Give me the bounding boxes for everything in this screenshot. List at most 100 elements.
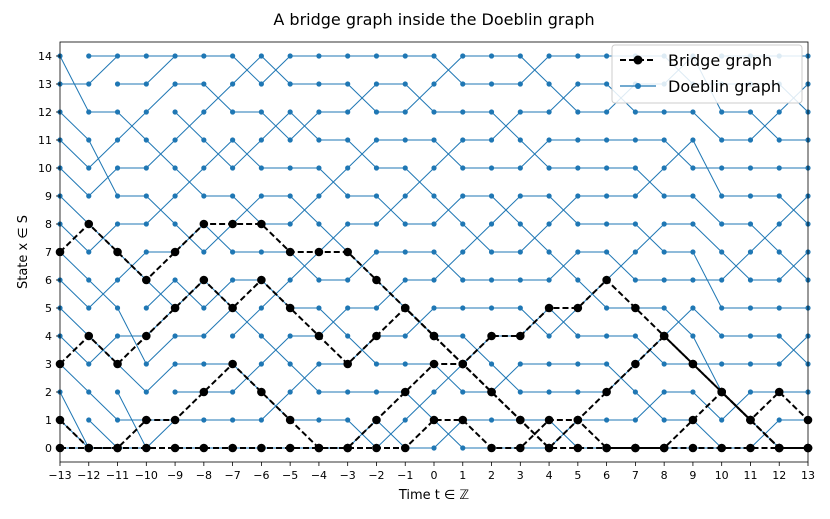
doeblin-node [488,417,495,423]
doeblin-node [460,53,466,59]
doeblin-node [460,277,466,283]
doeblin-node [345,109,351,115]
doeblin-node [431,249,437,255]
doeblin-node [661,109,667,115]
doeblin-edge [174,111,205,141]
doeblin-node [747,165,754,171]
doeblin-edge [117,363,147,393]
bridge-node [285,247,295,257]
doeblin-node [747,277,754,283]
doeblin-edge [289,111,320,141]
doeblin-node [747,193,754,199]
doeblin-node [201,333,207,339]
bridge-node [602,387,611,397]
doeblin-node [604,249,610,255]
doeblin-node [517,53,523,59]
x-tick-label: 5 [574,469,581,482]
doeblin-node [431,109,437,115]
x-tick-label: −13 [48,469,71,482]
x-tick-label: 1 [459,469,466,482]
doeblin-node [316,81,322,87]
doeblin-node [373,305,380,311]
doeblin-edge [491,195,521,225]
doeblin-node [690,277,696,283]
bridge-node [659,331,669,341]
doeblin-edge [289,251,320,281]
doeblin-node [546,165,552,171]
bridge-node [170,303,180,313]
doeblin-node [172,333,178,339]
doeblin-node [604,305,610,311]
doeblin-node [287,193,293,199]
doeblin-edge [433,363,464,393]
doeblin-node [431,277,437,283]
doeblin-node [287,389,293,395]
doeblin-node [546,249,552,255]
doeblin-node [86,389,92,395]
doeblin-edge [433,55,464,85]
doeblin-node [230,109,236,115]
doeblin-node [316,165,322,171]
doeblin-node [460,389,466,395]
doeblin-node [172,221,178,227]
doeblin-node [546,361,552,367]
doeblin-node [719,249,725,255]
doeblin-node [632,389,638,395]
doeblin-edge [692,419,723,449]
doeblin-node [546,333,552,339]
doeblin-node [201,361,207,367]
doeblin-edge [88,139,118,197]
bridge-node [84,219,94,229]
doeblin-node [632,417,638,423]
doeblin-edge [778,335,809,365]
doeblin-node [258,81,264,87]
doeblin-edge [318,223,349,253]
doeblin-node [776,333,782,339]
x-tick-label: −5 [282,469,298,482]
doeblin-node [604,221,610,227]
bridge-node [113,247,122,257]
bridge-node [487,443,496,453]
doeblin-node [287,221,293,227]
doeblin-node [201,305,207,311]
doeblin-edge [548,83,579,113]
doeblin-node [632,277,638,283]
doeblin-edge [692,307,723,337]
bridge-node [602,443,611,453]
doeblin-node [402,137,408,143]
bridge-node [717,387,726,397]
doeblin-edge [548,307,579,337]
doeblin-edge [232,55,262,85]
doeblin-edge [692,223,723,253]
doeblin-edge [145,83,176,113]
y-tick-label: 10 [38,162,52,175]
doeblin-node [517,81,523,87]
doeblin-node [719,333,725,339]
doeblin-node [287,137,293,143]
doeblin-edge [404,83,435,113]
doeblin-edge [433,139,464,169]
doeblin-edge [404,391,435,421]
doeblin-node [114,221,121,227]
doeblin-node [287,361,293,367]
doeblin-node [546,277,552,283]
doeblin-node [172,165,178,171]
doeblin-edge [721,251,751,281]
x-tick-label: −4 [311,469,327,482]
bridge-node [285,415,295,425]
doeblin-node [575,137,581,143]
doeblin-node [373,361,380,367]
doeblin-node [86,81,92,87]
doeblin-node [86,361,92,367]
doeblin-edge [289,363,320,393]
x-tick-label: 0 [431,469,438,482]
doeblin-node [517,109,523,115]
doeblin-edge [59,279,90,309]
bridge-node [257,387,266,397]
doeblin-node [661,389,667,395]
bridge-node [142,275,151,285]
doeblin-node [460,249,466,255]
bridge-node [544,303,554,313]
doeblin-edge [635,391,665,421]
doeblin-node [747,249,754,255]
